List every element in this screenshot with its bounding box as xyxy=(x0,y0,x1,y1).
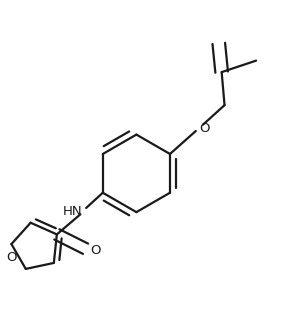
Text: O: O xyxy=(200,122,210,135)
Text: O: O xyxy=(6,251,17,264)
Text: O: O xyxy=(90,244,100,257)
Text: HN: HN xyxy=(63,205,83,218)
